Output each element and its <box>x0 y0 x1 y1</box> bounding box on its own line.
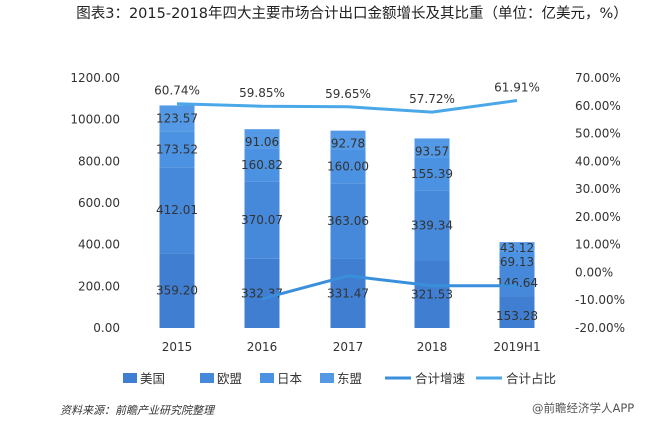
bar-segment <box>244 258 280 328</box>
line-series-path <box>176 99 518 114</box>
legend-swatch <box>123 373 137 383</box>
bar-data-label: 321.53 <box>411 288 453 302</box>
legend-label: 日本 <box>277 371 303 386</box>
bar-data-label: 160.82 <box>241 158 283 172</box>
bar-segment <box>159 253 195 328</box>
legend-swatch <box>260 373 274 383</box>
left-tick-label: 200.00 <box>78 279 120 293</box>
right-tick-label: 10.00% <box>575 238 621 252</box>
right-tick-label: 20.00% <box>575 210 621 224</box>
bar-data-label: 69.13 <box>500 255 534 269</box>
bar-segment <box>330 183 366 259</box>
bar-data-label: 160.00 <box>327 160 369 174</box>
bar-segment <box>244 129 280 149</box>
bar-segment <box>414 190 450 262</box>
right-tick-label: 40.00% <box>575 154 621 168</box>
left-tick-label: 600.00 <box>78 196 120 210</box>
line-series: 60.74% 59.85% 59.65% 57.72% 61.91% <box>154 80 540 301</box>
category-label: 2015 <box>162 340 193 354</box>
category-label: 2017 <box>333 340 364 354</box>
bar-segment <box>499 251 535 266</box>
bar-segment <box>414 157 450 191</box>
left-tick-label: 400.00 <box>78 238 120 252</box>
bar-data-label: 359.20 <box>156 284 198 298</box>
bar-segment <box>330 130 366 150</box>
bar-data-label: 155.39 <box>411 167 453 181</box>
bar-data-label: 412.01 <box>156 203 198 217</box>
bar-data-label: 339.34 <box>411 219 453 233</box>
bar-data-label: 92.78 <box>331 137 365 151</box>
left-axis-ticks: 0.00 200.00 400.00 600.00 800.00 1000.00 1200.… <box>70 71 120 335</box>
bar-data-label: 153.28 <box>496 309 538 323</box>
bar-data-label: 93.57 <box>415 144 449 158</box>
bar-segment <box>499 242 535 252</box>
right-tick-label: 70.00% <box>575 71 621 85</box>
bar-segment <box>499 265 535 297</box>
bar-segment <box>159 131 195 168</box>
bar-segment <box>330 149 366 184</box>
bar-data-label: 173.52 <box>156 142 198 156</box>
right-tick-label: 50.00% <box>575 127 621 141</box>
left-tick-label: 800.00 <box>78 154 120 168</box>
watermark: @前瞻经济学人APP <box>532 401 635 415</box>
bar-segment <box>244 181 280 259</box>
right-tick-label: -20.00% <box>575 321 625 335</box>
bar-data-label: 363.06 <box>327 214 369 228</box>
bar-segment <box>414 261 450 328</box>
right-tick-label: 0.00% <box>575 265 613 279</box>
bar-data-label: 91.06 <box>245 135 279 149</box>
chart-title: 图表3：2015-2018年四大主要市场合计出口金额增长及其比重（单位：亿美元，… <box>76 6 628 22</box>
bar-data-label: 370.07 <box>241 213 283 227</box>
category-label: 2019H1 <box>493 340 540 354</box>
legend-label: 东盟 <box>337 371 362 386</box>
bar-segment <box>244 148 280 182</box>
line-data-label: 61.91% <box>494 80 540 94</box>
bar-data-label: 331.47 <box>327 286 369 300</box>
bar-segment <box>499 296 535 328</box>
legend-swatch <box>320 373 334 383</box>
line-data-label: 59.85% <box>239 86 285 100</box>
left-tick-label: 0.00 <box>93 321 120 335</box>
left-tick-label: 1000.00 <box>70 113 120 127</box>
right-tick-label: 30.00% <box>575 182 621 196</box>
source-note: 资料来源：前瞻产业研究院整理 <box>60 404 214 417</box>
line-data-label: 59.65% <box>325 87 371 101</box>
bar-segment <box>330 258 366 328</box>
category-label: 2018 <box>417 340 448 354</box>
bar-segment <box>159 167 195 254</box>
legend-label: 合计占比 <box>506 371 556 386</box>
bar-segment <box>414 138 450 158</box>
right-tick-label: -10.00% <box>575 293 625 307</box>
legend-label: 欧盟 <box>217 371 242 386</box>
bar-data-label: 146.64 <box>496 276 538 290</box>
line-series-path <box>261 274 517 301</box>
left-tick-label: 1200.00 <box>70 71 120 85</box>
legend-label: 美国 <box>140 371 165 386</box>
category-labels: 2015 2016 2017 2018 2019H1 <box>162 340 541 354</box>
legend-label: 合计增速 <box>415 371 466 386</box>
legend-swatch <box>200 373 214 383</box>
category-label: 2016 <box>247 340 278 354</box>
right-tick-label: 60.00% <box>575 99 621 113</box>
bar-segment <box>159 105 195 132</box>
line-data-label: 60.74% <box>154 84 200 98</box>
stacked-bars: 359.20412.01173.52123.57332.37370.07160.… <box>156 105 538 328</box>
bar-data-label: 43.12 <box>500 241 534 255</box>
legend: 美国 欧盟 日本 东盟 合计增速 合计占比 <box>123 371 556 386</box>
bar-data-label: 123.57 <box>156 111 198 125</box>
right-axis-ticks: -20.00% -10.00% 0.00% 10.00% 20.00% 30.00% 40.… <box>575 71 625 335</box>
line-data-label: 57.72% <box>409 92 455 106</box>
